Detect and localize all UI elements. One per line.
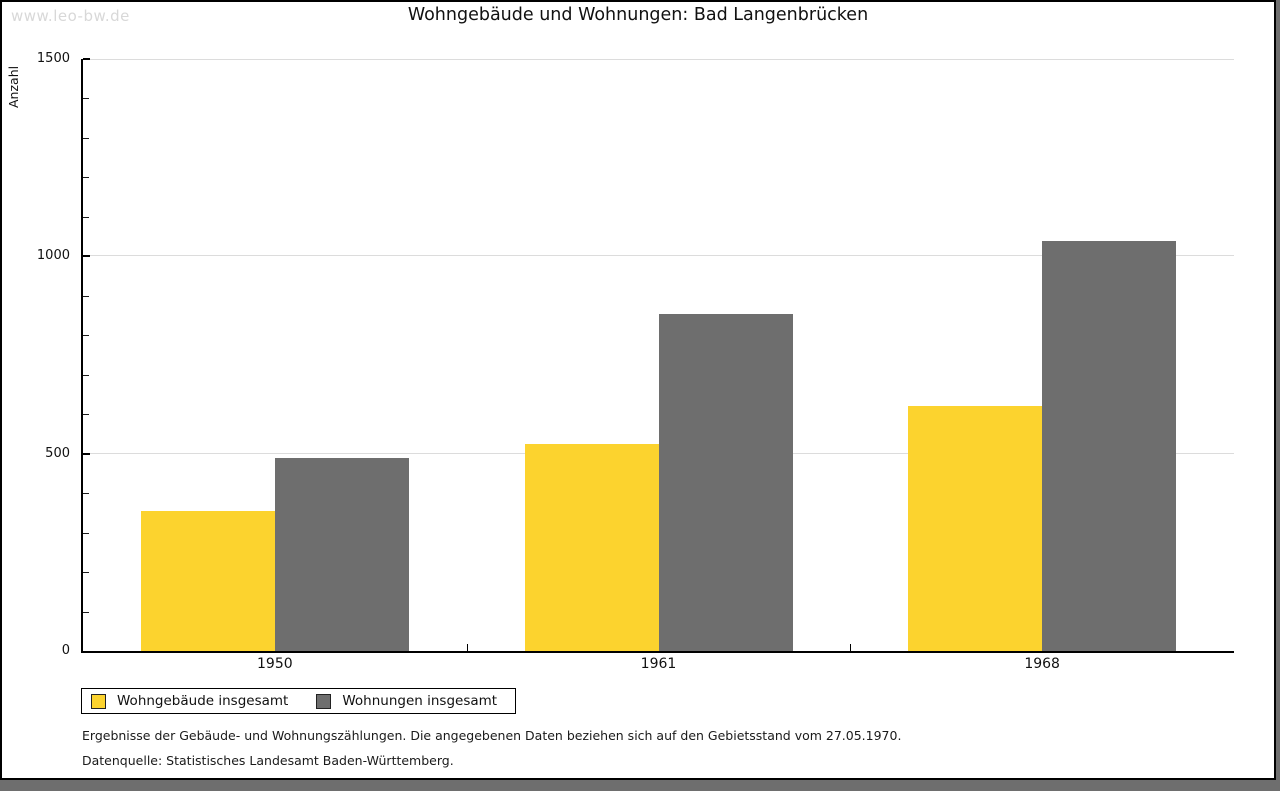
bar-1950-wohngebaeude [140,510,275,651]
x-axis-tick-labels: 1950 1961 1968 [83,655,1234,675]
y-minor-tick-900 [83,295,89,297]
legend-swatch-gray [316,693,332,709]
y-major-tick-1500 [83,58,90,60]
y-minor-tick-300 [83,532,89,534]
gridline-y-1500 [83,59,1234,60]
y-tick-label-0: 0 [61,643,70,658]
legend: Wohngebäude insgesamt Wohnungen insgesam… [81,688,517,714]
y-axis-tick-labels: 0 500 1000 1500 [2,51,74,658]
legend-label: Wohnungen insgesamt [342,693,498,709]
legend-label: Wohngebäude insgesamt [117,693,289,709]
x-boundary-tick-2 [850,644,852,651]
plot-area [81,58,1234,653]
bar-1950-wohnungen [274,457,409,651]
y-minor-tick-800 [83,335,89,337]
y-minor-tick-600 [83,414,89,416]
x-tick-label-1950: 1950 [257,656,293,672]
legend-item-wohngebaeude: Wohngebäude insgesamt [91,693,288,709]
x-boundary-tick-1 [466,644,468,651]
y-minor-tick-1100 [83,216,89,218]
bar-1968-wohngebaeude [908,406,1043,651]
legend-item-wohnungen: Wohnungen insgesamt [316,693,497,709]
footer-note-source-period: Ergebnisse der Gebäude- und Wohnungszähl… [82,728,902,743]
y-minor-tick-700 [83,374,89,376]
y-minor-tick-100 [83,611,89,613]
y-major-tick-1000 [83,255,90,258]
y-tick-label-1000: 1000 [36,248,70,264]
legend-swatch-yellow [91,693,106,709]
bar-1961-wohnungen [658,313,793,651]
y-tick-label-500: 500 [45,445,70,461]
chart-title: Wohngebäude und Wohnungen: Bad Langenbrü… [407,5,869,25]
y-minor-tick-200 [83,572,89,574]
y-minor-tick-400 [83,493,89,495]
y-major-tick-500 [83,452,90,455]
footer-note-datasource: Datenquelle: Statistisches Landesamt Bad… [82,753,454,768]
y-minor-tick-1400 [83,98,89,100]
bar-1961-wohngebaeude [524,443,659,651]
bar-1968-wohnungen [1042,240,1177,651]
x-tick-label-1968: 1968 [1024,656,1060,672]
watermark: www.leo-bw.de [11,7,130,25]
x-tick-label-1961: 1961 [640,656,677,672]
y-minor-tick-1200 [83,177,89,179]
y-minor-tick-1300 [83,137,89,139]
gridline-y-1000 [83,255,1234,257]
y-tick-label-1500: 1500 [36,51,70,66]
